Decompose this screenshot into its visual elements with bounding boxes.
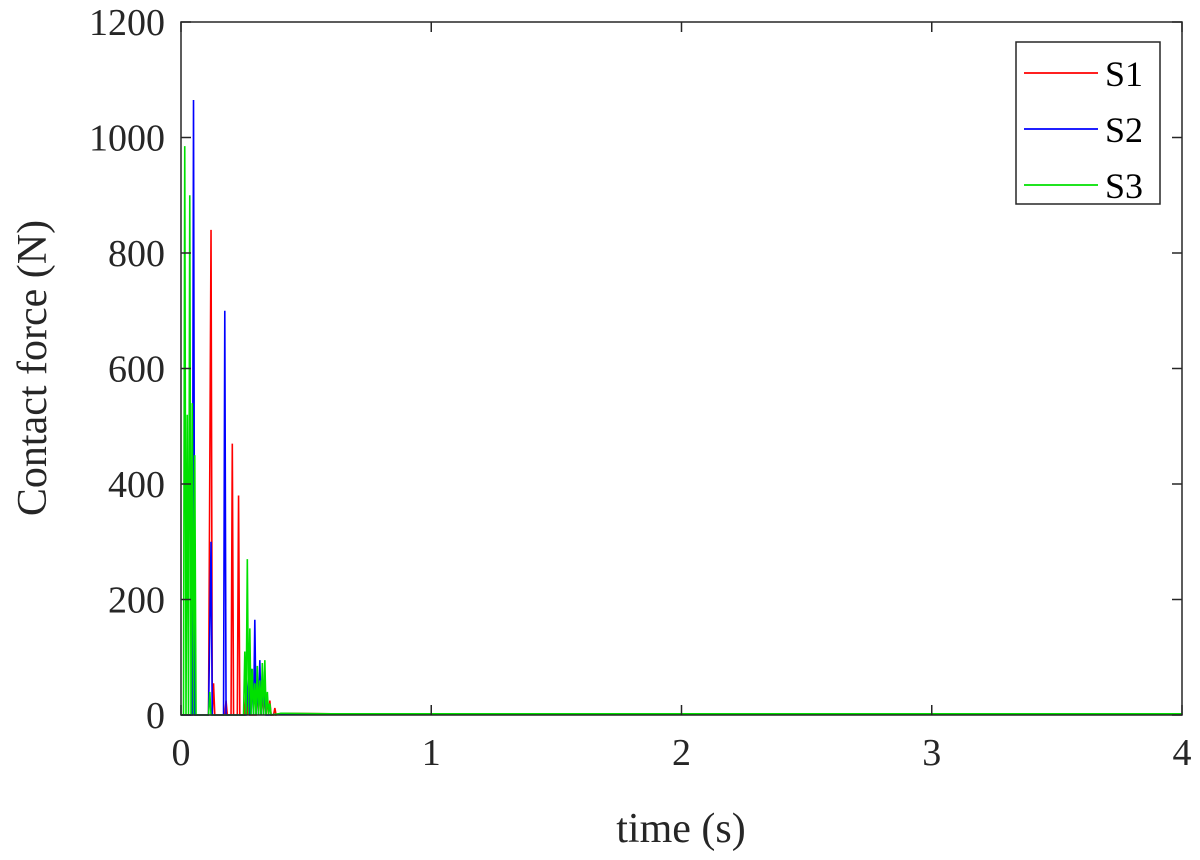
series-line-s3 (181, 146, 1182, 716)
legend-label-s1: S1 (1105, 54, 1143, 94)
y-axis-label: Contact force (N) (10, 220, 56, 516)
y-tick-label: 800 (108, 233, 165, 275)
x-tick-label: 3 (922, 732, 941, 774)
x-tick-label: 0 (172, 732, 191, 774)
legend-box (1015, 41, 1161, 205)
tick-labels: 0 1 2 3 4 0 200 400 600 800 1000 1200 (89, 2, 1192, 774)
x-tick-label: 4 (1173, 732, 1192, 774)
y-tick-label: 1000 (89, 118, 165, 160)
plot-area-background (181, 22, 1182, 715)
x-tick-label: 2 (672, 732, 691, 774)
x-tick-label: 1 (422, 732, 441, 774)
y-tick-label: 600 (108, 349, 165, 391)
legend-label-s3: S3 (1105, 166, 1143, 206)
y-tick-label: 200 (108, 580, 165, 622)
x-axis-label: time (s) (616, 806, 745, 852)
legend-items: S1 S2 S3 (1024, 54, 1143, 206)
axis-ticks (180, 21, 1183, 716)
y-tick-label: 0 (146, 695, 165, 737)
legend: S1 S2 S3 (1015, 41, 1161, 206)
y-tick-label: 1200 (89, 2, 165, 44)
legend-label-s2: S2 (1105, 110, 1143, 150)
y-tick-label: 400 (108, 464, 165, 506)
